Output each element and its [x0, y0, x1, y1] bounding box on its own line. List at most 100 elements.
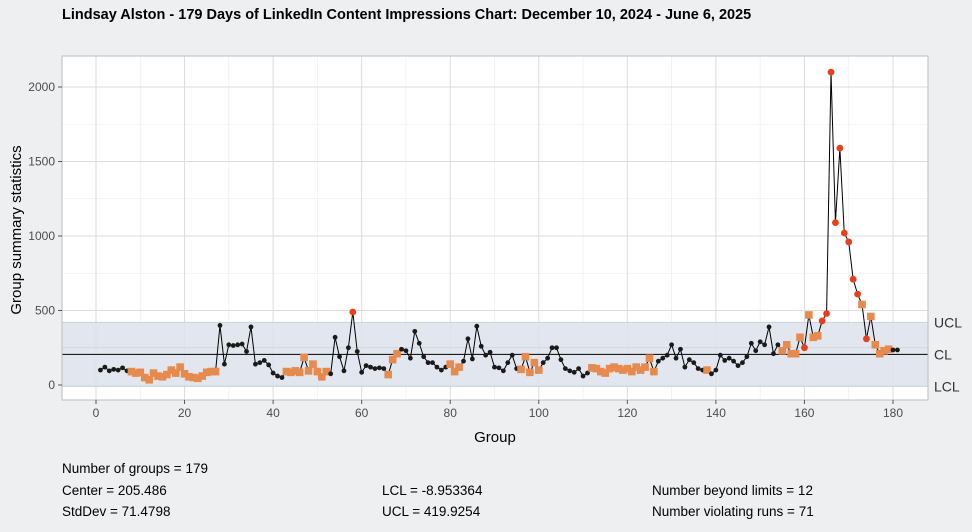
- data-point-violating-run: [619, 366, 627, 374]
- data-point-violating-run: [796, 333, 804, 342]
- stat-ucl: UCL = 419.9254: [382, 504, 481, 519]
- data-point: [558, 357, 564, 363]
- data-point-violating-run: [446, 360, 455, 368]
- data-point-beyond-limits: [801, 344, 808, 352]
- data-point: [217, 323, 223, 328]
- data-point-violating-run: [791, 349, 800, 358]
- stat-beyond-limits: Number beyond limits = 12: [652, 483, 813, 498]
- data-point-violating-run: [127, 367, 136, 376]
- data-point: [660, 355, 666, 361]
- x-tick-label: 120: [617, 406, 637, 420]
- data-point: [368, 364, 373, 370]
- data-point-violating-run: [313, 367, 322, 376]
- data-point-violating-run: [291, 367, 300, 375]
- data-point: [332, 334, 338, 340]
- data-point-violating-run: [180, 370, 189, 378]
- data-point-violating-run: [778, 346, 787, 355]
- data-point-violating-run: [455, 363, 463, 371]
- data-point-violating-run: [189, 373, 198, 382]
- data-point: [421, 354, 427, 360]
- data-point: [244, 349, 249, 354]
- data-point-violating-run: [880, 346, 888, 355]
- data-point: [341, 368, 347, 374]
- data-point: [771, 351, 776, 357]
- data-point-violating-run: [322, 367, 331, 376]
- x-tick-label: 60: [355, 406, 369, 420]
- data-point: [487, 349, 493, 355]
- data-point: [554, 345, 559, 351]
- data-point: [562, 366, 568, 372]
- data-point: [270, 370, 276, 376]
- data-point-violating-run: [636, 366, 645, 374]
- data-point-violating-run: [858, 300, 866, 309]
- data-point: [678, 346, 683, 352]
- data-point-violating-run: [610, 363, 618, 371]
- data-point: [496, 365, 502, 371]
- y-tick-label: 1500: [28, 155, 55, 169]
- data-point-violating-run: [805, 311, 813, 319]
- data-point-violating-run: [198, 372, 207, 380]
- data-point: [248, 324, 254, 330]
- data-point: [222, 361, 227, 367]
- data-point-beyond-limits: [818, 317, 826, 325]
- data-point: [664, 352, 670, 358]
- data-point-violating-run: [202, 368, 211, 377]
- data-point-violating-run: [295, 368, 304, 377]
- data-point: [695, 366, 701, 372]
- data-point: [722, 358, 728, 363]
- data-point: [257, 360, 263, 366]
- data-point: [106, 368, 112, 374]
- data-point-violating-run: [388, 355, 397, 364]
- data-point-violating-run: [185, 373, 193, 381]
- data-point-violating-run: [167, 366, 176, 374]
- data-point-beyond-limits: [836, 144, 844, 152]
- data-point-violating-run: [158, 373, 167, 381]
- data-point: [540, 360, 546, 366]
- data-point-violating-run: [207, 367, 215, 376]
- data-point: [345, 345, 351, 351]
- data-point-violating-run: [194, 374, 202, 383]
- data-point: [753, 348, 759, 354]
- data-point-beyond-limits: [823, 310, 830, 317]
- data-point: [766, 324, 772, 330]
- data-point: [461, 358, 466, 364]
- data-point: [416, 340, 422, 346]
- data-point-violating-run: [154, 372, 162, 380]
- y-tick-label: 1000: [28, 229, 55, 243]
- data-point-beyond-limits: [827, 68, 835, 76]
- data-point-violating-run: [605, 364, 614, 373]
- ucl-label: UCL: [934, 314, 962, 330]
- data-point: [890, 347, 896, 353]
- data-point-violating-run: [145, 375, 153, 384]
- data-point: [407, 355, 413, 361]
- chart-title: Lindsay Alston - 179 Days of LinkedIn Co…: [62, 7, 752, 23]
- data-point: [337, 354, 342, 360]
- data-point-violating-run: [650, 367, 658, 376]
- data-point: [691, 360, 697, 366]
- y-axis-label: Group summary statistics: [8, 145, 25, 314]
- data-point-beyond-limits: [845, 238, 853, 246]
- cl-label: CL: [934, 346, 952, 362]
- x-tick-label: 20: [178, 406, 192, 420]
- data-point: [731, 358, 736, 364]
- data-point: [226, 342, 232, 348]
- x-tick-label: 100: [529, 406, 549, 420]
- data-point: [735, 363, 741, 369]
- data-point-violating-run: [526, 368, 534, 377]
- y-tick-label: 0: [48, 378, 55, 392]
- data-point-violating-run: [136, 368, 145, 377]
- data-point: [363, 363, 369, 369]
- data-point-violating-run: [384, 370, 393, 379]
- data-point: [275, 373, 280, 379]
- data-point-violating-run: [809, 333, 818, 342]
- data-point-violating-run: [171, 369, 180, 377]
- data-point-violating-run: [309, 360, 317, 368]
- data-point: [399, 346, 404, 352]
- data-point: [757, 339, 763, 345]
- data-point-beyond-limits: [863, 335, 870, 343]
- data-point: [895, 347, 900, 353]
- data-point: [748, 340, 754, 346]
- y-tick-label: 500: [35, 304, 55, 318]
- data-point-beyond-limits: [349, 308, 357, 316]
- data-point-violating-run: [623, 364, 632, 373]
